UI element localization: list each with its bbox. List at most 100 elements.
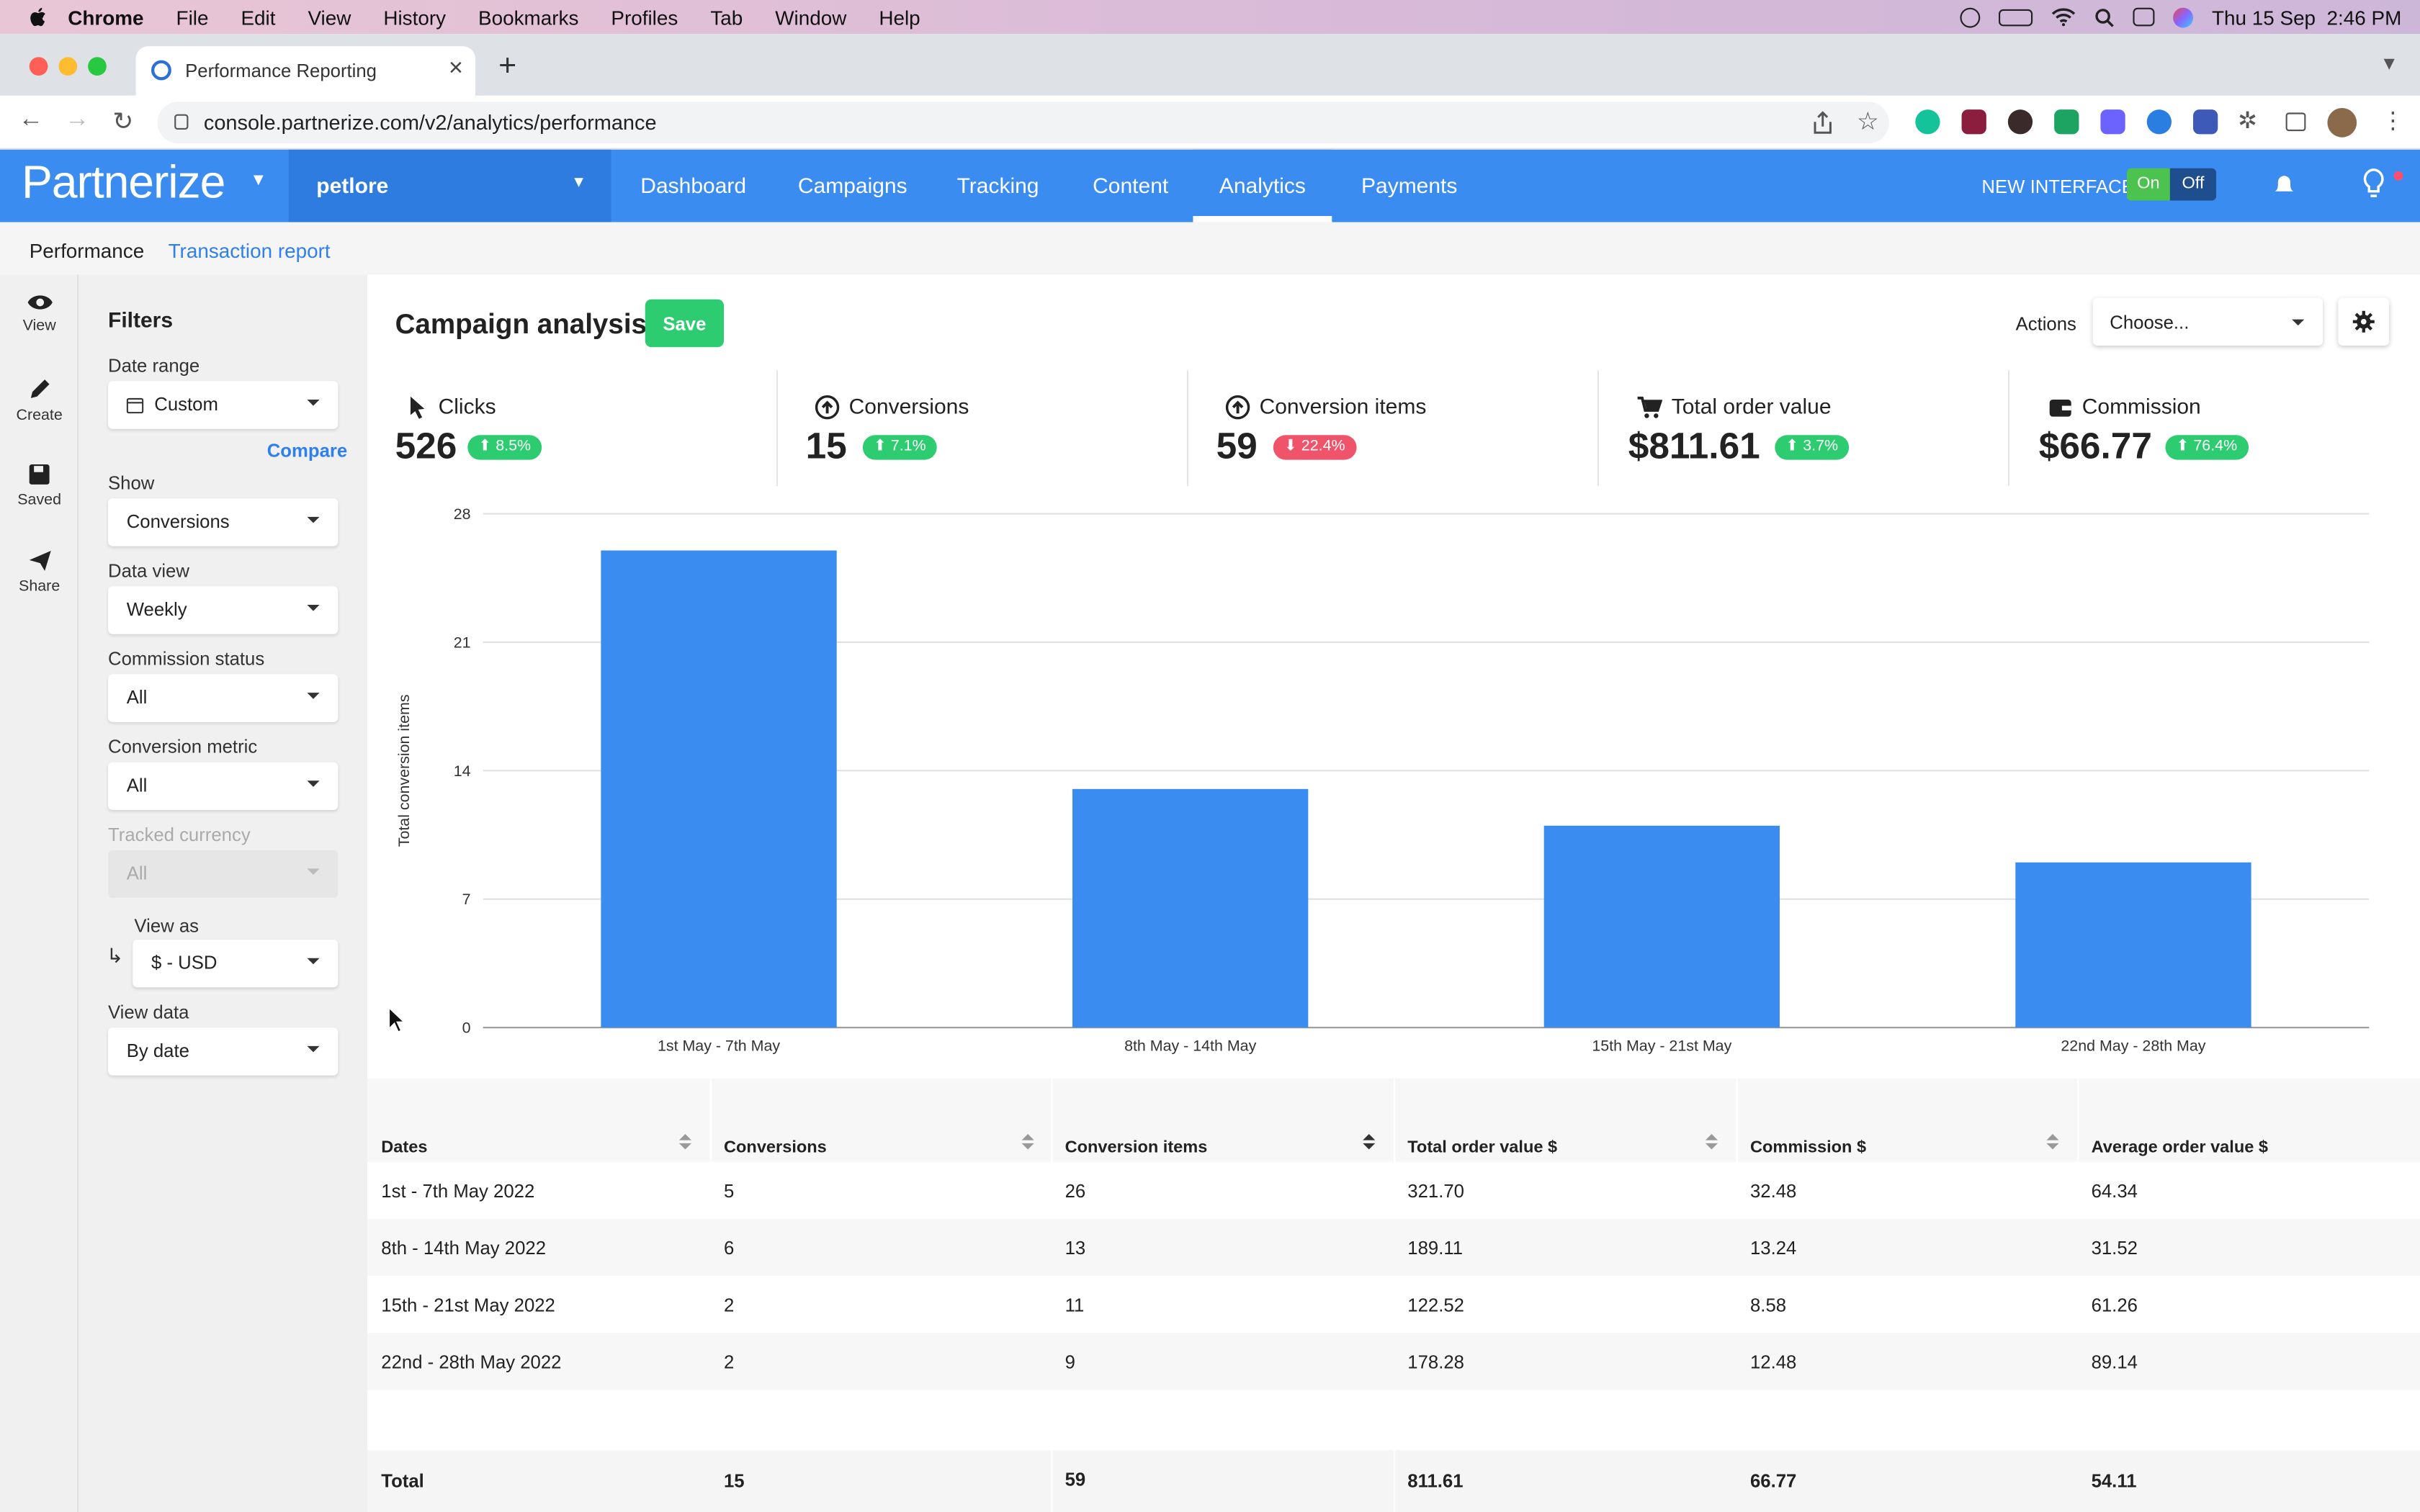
sort-icon[interactable] (1021, 1133, 1034, 1151)
sort-icon[interactable] (1363, 1133, 1376, 1151)
table-row[interactable]: 8th - 14th May 2022 6 13 189.11 13.24 31… (367, 1218, 2420, 1277)
save-button[interactable]: Save (645, 299, 724, 348)
chrome-menu-icon[interactable]: ⋮ (2381, 108, 2405, 135)
tab-search-chevron-icon[interactable]: ▼ (2380, 52, 2398, 74)
extension-d-icon[interactable] (2100, 109, 2125, 135)
browser-tab-active[interactable]: Performance Reporting × (135, 46, 476, 96)
menubar-clock[interactable]: Thu 15 Sep 2:46 PM (2212, 5, 2402, 29)
bookmark-star-icon[interactable]: ☆ (1856, 109, 1879, 136)
actions-select[interactable]: Choose... (2092, 297, 2323, 346)
commission-status-select[interactable]: All (108, 674, 339, 722)
forward-arrow-icon[interactable]: → (65, 106, 90, 133)
cell-conversions: 5 (723, 1180, 735, 1202)
lightbulb-icon[interactable] (2363, 168, 2385, 199)
subnav-performance[interactable]: Performance (29, 239, 145, 263)
tab-close-icon[interactable]: × (448, 55, 463, 82)
eye-icon (27, 295, 52, 310)
subnav-transaction-report[interactable]: Transaction report (168, 239, 331, 263)
menu-app-name[interactable]: Chrome (68, 5, 144, 29)
table-row[interactable]: 22nd - 28th May 2022 2 9 178.28 12.48 89… (367, 1333, 2420, 1390)
profile-avatar[interactable] (2327, 108, 2357, 138)
apple-icon[interactable] (28, 6, 50, 28)
logo-chevron-down-icon[interactable]: ▼ (250, 171, 267, 190)
rail-share[interactable]: Share (0, 549, 79, 595)
nav-dashboard[interactable]: Dashboard (640, 173, 747, 198)
date-range-select[interactable]: Custom (108, 381, 339, 429)
extensions-puzzle-icon[interactable]: ✲ (2238, 108, 2258, 135)
sort-icon[interactable] (678, 1133, 691, 1151)
data-view-select[interactable]: Weekly (108, 586, 339, 634)
table-row[interactable]: 1st - 7th May 2022 5 26 321.70 32.48 64.… (367, 1162, 2420, 1219)
control-center-icon[interactable] (2133, 7, 2155, 27)
menu-bookmarks[interactable]: Bookmarks (478, 5, 579, 29)
extension-k-icon[interactable] (2007, 109, 2033, 135)
conversion-metric-select[interactable]: All (108, 762, 339, 810)
extension-flag-icon[interactable] (2054, 109, 2079, 135)
column-header-dates[interactable]: Dates (381, 1138, 428, 1158)
spotlight-search-icon[interactable] (2094, 7, 2115, 27)
chart-bar (2015, 862, 2251, 1028)
new-interface-toggle[interactable]: On Off (2126, 168, 2217, 201)
menu-window[interactable]: Window (775, 5, 847, 29)
nav-campaigns[interactable]: Campaigns (797, 173, 908, 198)
new-tab-icon[interactable]: + (498, 49, 517, 84)
stat-label: Total order value (1671, 393, 1832, 418)
total-conversion-items: 59 (1065, 1468, 1086, 1490)
stat-conversions: Conversions 15 ⬆ 7.1% (806, 370, 1176, 486)
toggle-on-option[interactable]: On (2126, 168, 2170, 201)
window-zoom-button[interactable] (88, 57, 107, 76)
menu-tab[interactable]: Tab (710, 5, 743, 29)
x-tick-label: 15th May - 21st May (1592, 1037, 1731, 1054)
toggle-off-option[interactable]: Off (2169, 168, 2217, 201)
change-value: 7.1% (890, 438, 926, 456)
menu-help[interactable]: Help (879, 5, 920, 29)
page-title: Campaign analysis (395, 308, 647, 340)
lock-icon[interactable] (174, 114, 189, 130)
nav-content[interactable]: Content (1093, 173, 1169, 198)
column-header-conversion-items[interactable]: Conversion items (1065, 1138, 1208, 1158)
play-icon[interactable] (1960, 6, 1981, 27)
grammarly-extension-icon[interactable] (1915, 109, 1940, 135)
view-as-select[interactable]: $ - USD (133, 940, 339, 988)
menu-view[interactable]: View (308, 5, 351, 29)
extension-wave-icon[interactable] (2146, 109, 2172, 135)
settings-button[interactable] (2338, 297, 2390, 346)
column-header-total-order-value[interactable]: Total order value $ (1407, 1138, 1558, 1158)
partnerize-logo[interactable]: Partnerize (22, 157, 225, 209)
reload-icon[interactable]: ↻ (112, 109, 134, 136)
menu-file[interactable]: File (176, 5, 209, 29)
menu-edit[interactable]: Edit (241, 5, 276, 29)
battery-icon[interactable] (1999, 8, 2033, 26)
nav-tracking[interactable]: Tracking (956, 173, 1039, 198)
total-average-order-value: 54.11 (2091, 1470, 2137, 1493)
show-select[interactable]: Conversions (108, 498, 339, 546)
view-data-select[interactable]: By date (108, 1027, 339, 1076)
share-page-icon[interactable] (1812, 111, 1834, 134)
menu-profiles[interactable]: Profiles (611, 5, 678, 29)
rail-create[interactable]: Create (0, 377, 79, 424)
side-panel-icon[interactable] (2285, 112, 2306, 132)
address-bar[interactable]: console.partnerize.com/v2/analytics/perf… (157, 102, 1889, 144)
window-minimize-button[interactable] (58, 57, 78, 76)
notifications-bell-icon[interactable] (2270, 171, 2296, 197)
menu-history[interactable]: History (383, 5, 447, 29)
compare-link[interactable]: Compare (266, 439, 348, 462)
nav-analytics[interactable]: Analytics (1193, 149, 1332, 222)
wifi-icon[interactable] (2051, 8, 2076, 27)
account-switcher[interactable]: petlore ▼ (288, 149, 611, 222)
column-header-commission[interactable]: Commission $ (1750, 1138, 1867, 1158)
nav-payments[interactable]: Payments (1361, 173, 1458, 198)
rail-saved[interactable]: Saved (0, 463, 79, 509)
extension-search-icon[interactable] (2193, 109, 2218, 135)
stat-divider (1186, 370, 1188, 486)
sort-icon[interactable] (1705, 1133, 1718, 1151)
siri-icon[interactable] (2173, 6, 2194, 27)
back-arrow-icon[interactable]: ← (18, 106, 43, 133)
table-row[interactable]: 15th - 21st May 2022 2 11 122.52 8.58 61… (367, 1276, 2420, 1333)
cell-total-order-value: 321.70 (1407, 1180, 1464, 1202)
window-close-button[interactable] (29, 57, 48, 76)
extension-chart-icon[interactable] (1961, 109, 1986, 135)
column-header-conversions[interactable]: Conversions (723, 1138, 827, 1158)
rail-view[interactable]: View (0, 293, 79, 335)
sort-icon[interactable] (2046, 1133, 2059, 1151)
